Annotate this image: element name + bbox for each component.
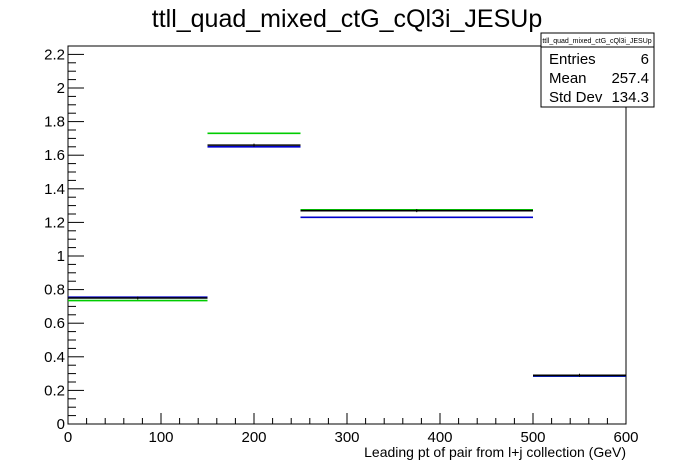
x-tick-label: 500 bbox=[520, 429, 545, 446]
y-tick-label: 0.2 bbox=[44, 382, 65, 399]
y-tick-label: 0.6 bbox=[44, 315, 65, 332]
stats-mean-value: 257.4 bbox=[611, 70, 649, 87]
x-axis-label: Leading pt of pair from l+j collection (… bbox=[364, 444, 626, 460]
y-tick-label: 1.6 bbox=[44, 147, 65, 164]
y-axis: 0 0.2 0.4 0.6 0.8 1 1.2 1.4 1.6 1.8 2 2.2 bbox=[44, 45, 84, 433]
stats-stddev-value: 134.3 bbox=[611, 89, 649, 106]
y-tick-label: 0.4 bbox=[44, 349, 65, 366]
x-tick-label: 100 bbox=[148, 429, 173, 446]
stats-entries-value: 6 bbox=[641, 51, 649, 68]
stats-entries-label: Entries bbox=[549, 51, 596, 68]
y-tick-label: 1.8 bbox=[44, 114, 65, 131]
y-tick-label: 0.8 bbox=[44, 282, 65, 299]
y-tick-label: 2 bbox=[57, 80, 65, 97]
y-tick-label: 2.2 bbox=[44, 46, 65, 63]
x-tick-label: 600 bbox=[613, 429, 638, 446]
x-axis: 0 100 200 300 400 500 600 bbox=[64, 413, 639, 446]
y-tick-label: 1 bbox=[57, 248, 65, 265]
x-tick-label: 300 bbox=[334, 429, 359, 446]
x-tick-label: 400 bbox=[427, 429, 452, 446]
stats-mean-label: Mean bbox=[549, 70, 587, 87]
histogram-series bbox=[68, 132, 626, 377]
y-tick-label: 0 bbox=[57, 416, 65, 433]
y-tick-label: 1.4 bbox=[44, 181, 65, 198]
chart-title: ttll_quad_mixed_ctG_cQl3i_JESUp bbox=[152, 5, 542, 33]
y-tick-label: 1.2 bbox=[44, 214, 65, 231]
x-tick-label: 0 bbox=[64, 429, 72, 446]
stats-box: ttll_quad_mixed_ctG_cQl3i_JESUp Entries … bbox=[540, 32, 655, 108]
stats-box-title: ttll_quad_mixed_ctG_cQl3i_JESUp bbox=[542, 38, 651, 45]
stats-stddev-label: Std Dev bbox=[549, 89, 603, 106]
x-tick-label: 200 bbox=[241, 429, 266, 446]
